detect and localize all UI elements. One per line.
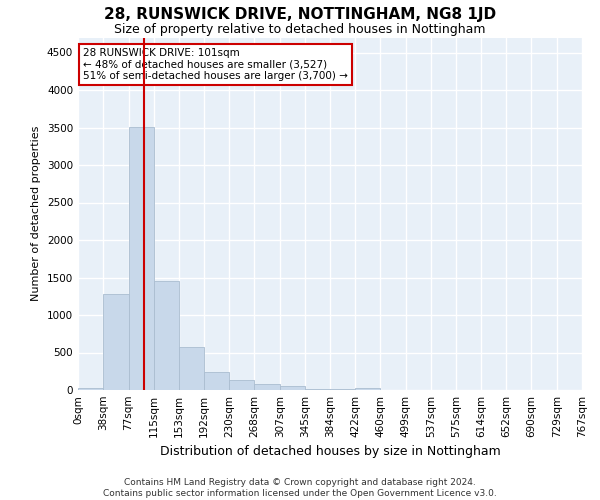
Text: Contains HM Land Registry data © Crown copyright and database right 2024.
Contai: Contains HM Land Registry data © Crown c… bbox=[103, 478, 497, 498]
Bar bbox=[254, 384, 280, 390]
Bar bbox=[331, 389, 355, 390]
Text: 28, RUNSWICK DRIVE, NOTTINGHAM, NG8 1JD: 28, RUNSWICK DRIVE, NOTTINGHAM, NG8 1JD bbox=[104, 8, 496, 22]
X-axis label: Distribution of detached houses by size in Nottingham: Distribution of detached houses by size … bbox=[160, 446, 500, 458]
Bar bbox=[154, 280, 179, 390]
Bar bbox=[280, 386, 305, 390]
Bar bbox=[179, 347, 204, 390]
Bar bbox=[355, 388, 380, 390]
Bar bbox=[305, 388, 331, 390]
Bar bbox=[128, 126, 154, 390]
Bar bbox=[78, 388, 103, 390]
Bar bbox=[103, 294, 128, 390]
Text: 28 RUNSWICK DRIVE: 101sqm
← 48% of detached houses are smaller (3,527)
51% of se: 28 RUNSWICK DRIVE: 101sqm ← 48% of detac… bbox=[83, 48, 348, 82]
Bar bbox=[229, 380, 254, 390]
Y-axis label: Number of detached properties: Number of detached properties bbox=[31, 126, 41, 302]
Bar bbox=[204, 372, 229, 390]
Text: Size of property relative to detached houses in Nottingham: Size of property relative to detached ho… bbox=[114, 22, 486, 36]
